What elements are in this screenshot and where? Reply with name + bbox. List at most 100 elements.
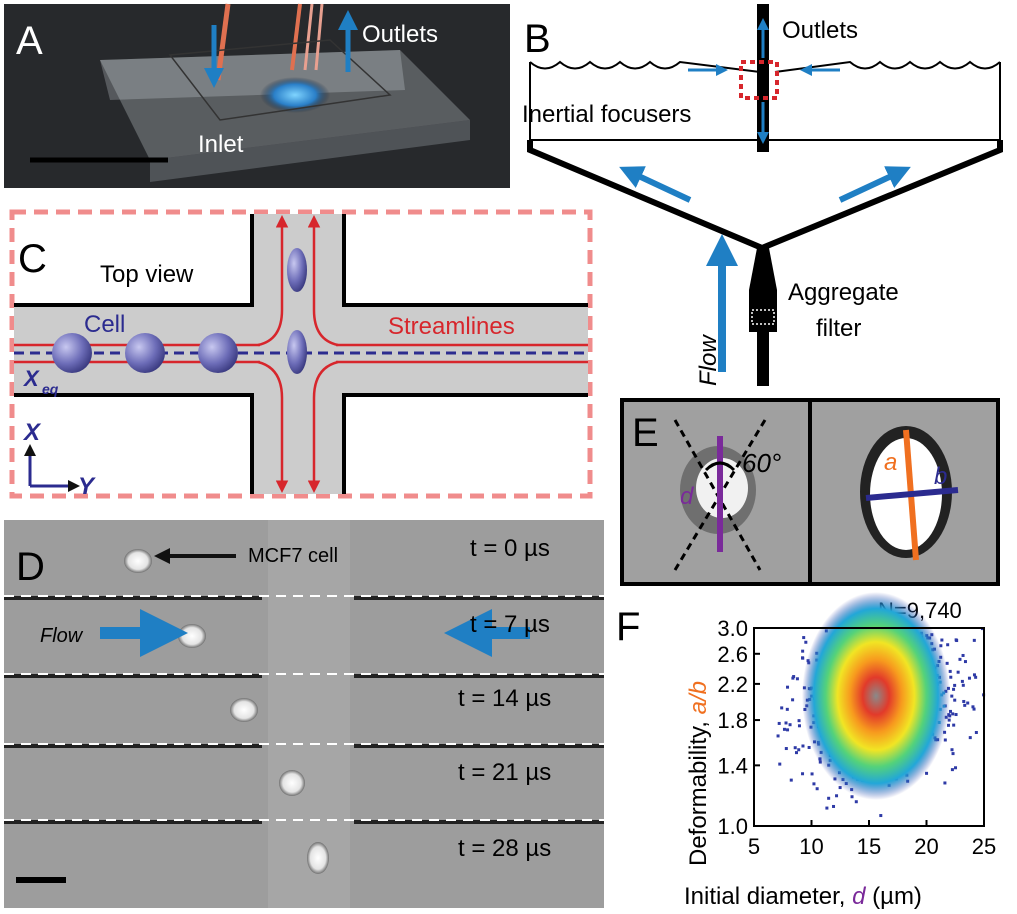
scatter-point xyxy=(794,751,798,755)
x-tick-label: 10 xyxy=(799,834,823,859)
cell-sphere-1 xyxy=(52,333,92,373)
scatter-point xyxy=(825,806,829,810)
panel-d-letter: D xyxy=(16,545,45,589)
scatter-plot: 5 10 15 20 25 1.0 1.4 1.8 2.2 2.63.0 xyxy=(717,592,996,859)
scatter-point xyxy=(971,705,975,709)
scatter-point xyxy=(950,694,954,698)
scatter-point xyxy=(801,649,805,653)
scatter-point xyxy=(962,699,966,703)
scatter-point xyxy=(792,675,796,679)
scatter-point xyxy=(786,685,790,689)
panel-d-image xyxy=(4,520,604,908)
scatter-point xyxy=(795,677,799,681)
scatter-point xyxy=(832,804,836,808)
flow-label-b: Flow xyxy=(695,334,722,386)
time-label-1: t = 7 µs xyxy=(470,611,550,638)
panel-a-letter: A xyxy=(16,19,43,63)
scatter-point xyxy=(778,762,782,766)
scatter-point xyxy=(945,661,949,665)
cell-deformed xyxy=(287,330,307,374)
scatter-point xyxy=(955,639,959,643)
scatter-point xyxy=(797,719,801,723)
aggregate-filter xyxy=(749,248,777,332)
scatter-point xyxy=(777,721,781,725)
cell-exiting xyxy=(287,248,307,292)
inertial-focusers-label: Inertial focusers xyxy=(522,101,691,128)
scatter-point xyxy=(786,728,790,732)
scatter-point xyxy=(972,638,976,642)
outlets-label-b: Outlets xyxy=(782,17,858,44)
y-tick-label: 3.0 xyxy=(717,616,748,641)
scatter-point xyxy=(789,778,793,782)
panel-e-images xyxy=(620,398,1000,586)
y-axis-label: Deformability, a/b xyxy=(685,681,712,866)
scatter-point xyxy=(788,723,792,727)
cell-frame-2 xyxy=(178,624,206,648)
scatter-point xyxy=(972,673,976,677)
scatter-point xyxy=(939,644,943,648)
scatter-point xyxy=(963,703,967,707)
cell-sphere-3 xyxy=(198,333,238,373)
scatter-point xyxy=(972,707,976,711)
scatter-point xyxy=(952,723,956,727)
inlet-label: Inlet xyxy=(198,131,244,158)
time-label-0: t = 0 µs xyxy=(470,535,550,562)
cell-frame-4 xyxy=(279,770,305,796)
scatter-point xyxy=(974,730,978,734)
scatter-point xyxy=(946,643,950,647)
scatter-point xyxy=(961,683,965,687)
b-label: b xyxy=(934,463,947,490)
cell-frame-1 xyxy=(124,549,152,573)
outlets-label-a: Outlets xyxy=(362,21,438,48)
scatter-point xyxy=(801,744,805,748)
scatter-point xyxy=(797,724,801,728)
time-label-2: t = 14 µs xyxy=(458,685,551,712)
scatter-point xyxy=(948,669,952,673)
x-tick-label: 20 xyxy=(914,834,938,859)
d-label: d xyxy=(680,483,694,510)
axis-x-label: X xyxy=(22,419,42,446)
scatter-point xyxy=(966,701,970,705)
xeq-sub: eq xyxy=(42,381,59,397)
density-core xyxy=(802,592,950,800)
outlet-channel xyxy=(757,4,769,152)
scatter-point xyxy=(827,796,831,800)
scatter-point xyxy=(812,782,816,786)
scatter-point xyxy=(956,670,960,674)
scatter-point xyxy=(954,713,958,717)
scatter-point xyxy=(948,709,952,713)
scatter-point xyxy=(838,786,842,790)
scatter-point xyxy=(952,687,956,691)
cell-frame-5 xyxy=(307,842,329,874)
scatter-point xyxy=(791,698,795,702)
panel-a-photo xyxy=(4,3,510,188)
x-ticks: 5 10 15 20 25 xyxy=(748,820,996,859)
x-axis-label: Initial diameter, d (µm) xyxy=(684,883,922,910)
x-tick-label: 5 xyxy=(748,834,760,859)
scatter-point xyxy=(950,768,954,772)
top-view-label: Top view xyxy=(100,261,194,288)
y-tick-label: 1.4 xyxy=(717,753,748,778)
cell-sphere-2 xyxy=(125,333,165,373)
cell-frame-3 xyxy=(230,698,258,722)
scatter-point xyxy=(804,640,808,644)
scatter-point xyxy=(951,752,955,756)
panel-c-letter: C xyxy=(18,237,47,281)
xeq-label: X xyxy=(22,366,40,391)
aggregate-label: Aggregate xyxy=(788,279,899,306)
scatter-point xyxy=(854,800,858,804)
streamlines-label: Streamlines xyxy=(388,313,515,340)
scatter-point xyxy=(963,660,967,664)
glow-spot xyxy=(260,77,330,113)
axis-y-label: Y xyxy=(78,473,96,500)
panel-b-letter: B xyxy=(524,17,551,61)
time-label-4: t = 28 µs xyxy=(458,835,551,862)
scatter-point xyxy=(960,679,964,683)
scatter-point xyxy=(791,676,795,680)
scatter-point xyxy=(776,734,780,738)
panel-c-diagram xyxy=(9,209,593,499)
scatter-point xyxy=(950,748,954,752)
scatter-point xyxy=(961,653,965,657)
focus-box xyxy=(739,60,779,100)
scatter-point xyxy=(943,738,947,742)
